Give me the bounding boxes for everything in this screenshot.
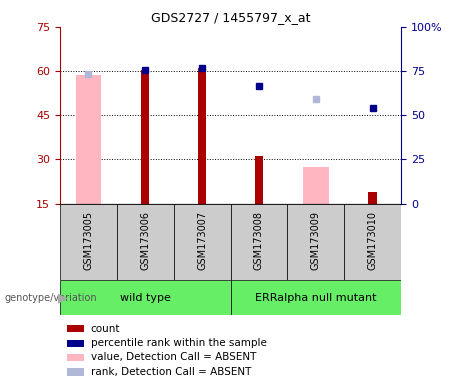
Text: ERRalpha null mutant: ERRalpha null mutant <box>255 293 377 303</box>
Bar <box>76 76 101 204</box>
Bar <box>198 68 207 204</box>
Text: percentile rank within the sample: percentile rank within the sample <box>91 338 266 348</box>
Bar <box>67 325 84 333</box>
Text: rank, Detection Call = ABSENT: rank, Detection Call = ABSENT <box>91 367 251 377</box>
Text: GSM173010: GSM173010 <box>367 211 378 270</box>
Bar <box>67 339 84 347</box>
Title: GDS2727 / 1455797_x_at: GDS2727 / 1455797_x_at <box>151 11 310 24</box>
Bar <box>117 204 174 280</box>
Text: GSM173007: GSM173007 <box>197 211 207 270</box>
Bar <box>303 167 329 204</box>
Bar <box>67 368 84 376</box>
Text: wild type: wild type <box>120 293 171 303</box>
Text: genotype/variation: genotype/variation <box>5 293 97 303</box>
Bar <box>141 70 149 204</box>
Bar <box>230 204 287 280</box>
Bar <box>254 156 263 204</box>
Text: GSM173005: GSM173005 <box>83 211 94 270</box>
Text: value, Detection Call = ABSENT: value, Detection Call = ABSENT <box>91 352 256 362</box>
Text: GSM173009: GSM173009 <box>311 211 321 270</box>
Bar <box>67 354 84 361</box>
Bar <box>174 204 230 280</box>
Bar <box>344 204 401 280</box>
Text: GSM173008: GSM173008 <box>254 211 264 270</box>
Text: count: count <box>91 323 120 334</box>
Bar <box>60 204 117 280</box>
Bar <box>287 204 344 280</box>
Text: ▶: ▶ <box>58 291 67 304</box>
Bar <box>60 280 230 315</box>
Text: GSM173006: GSM173006 <box>140 211 150 270</box>
Bar <box>368 192 377 204</box>
Bar <box>230 280 401 315</box>
